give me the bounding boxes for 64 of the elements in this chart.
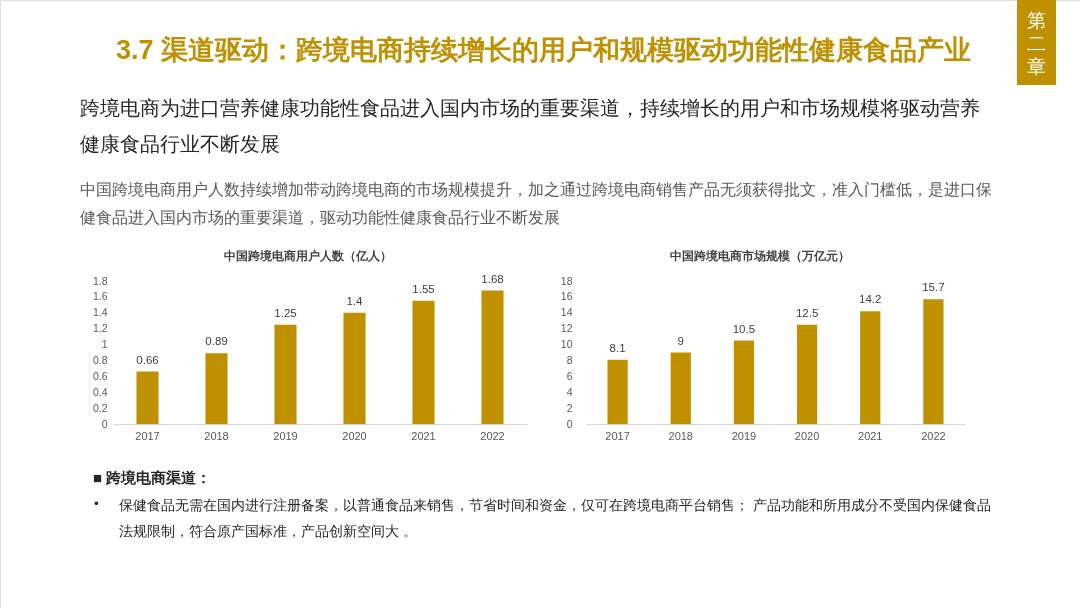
bar — [923, 299, 944, 424]
x-tick-label: 2017 — [135, 429, 160, 442]
text: 3.7 渠道驱动：跨境电商持续增长的用户和规模驱动功能性健康食品产业 — [116, 35, 972, 65]
y-tick-label: 18 — [560, 274, 573, 287]
bar — [481, 290, 504, 424]
x-tick-label: 2022 — [480, 429, 505, 442]
data-label: 1.55 — [412, 282, 435, 295]
chart-title: 中国跨境电商市场规模（万亿元） — [670, 249, 850, 263]
data-label: 0.89 — [205, 335, 228, 348]
data-label: 12.5 — [795, 306, 819, 319]
y-tick-label: 0.6 — [92, 369, 108, 382]
y-tick-label: 1.6 — [92, 290, 108, 303]
x-tick-label: 2020 — [794, 429, 820, 442]
x-tick-label: 2018 — [668, 429, 693, 442]
bar — [343, 312, 366, 424]
y-tick-label: 8 — [566, 353, 573, 366]
y-tick-label: 1.4 — [92, 306, 108, 319]
bar — [860, 311, 881, 424]
y-tick-label: 0.2 — [92, 401, 108, 414]
data-label: 8.1 — [609, 341, 626, 354]
text: ■ 跨境电商渠道： — [93, 469, 212, 486]
data-label: 9 — [677, 334, 684, 347]
text: 跨境电商为进口营养健康功能性食品进入国内市场的重要渠道，持续增长的用户和市场规模将驱动营养健康食品行业不断发展 — [80, 97, 980, 155]
y-tick-label: 1 — [101, 338, 108, 351]
x-tick-label: 2020 — [342, 429, 367, 442]
y-tick-label: 1.2 — [92, 322, 108, 335]
bar — [274, 324, 297, 424]
data-label: 0.66 — [136, 353, 159, 366]
data-label: 15.7 — [922, 281, 945, 294]
y-tick-label: 6 — [566, 369, 573, 382]
x-tick-label: 2019 — [731, 429, 757, 442]
y-tick-label: 10 — [560, 338, 573, 351]
data-label: 14.2 — [859, 293, 882, 306]
y-tick-label: 4 — [566, 385, 573, 398]
bar — [670, 352, 691, 424]
data-label: 1.25 — [274, 306, 297, 319]
y-tick-label: 12 — [560, 322, 573, 335]
y-tick-label: 16 — [560, 290, 573, 303]
text: 第二章 — [1027, 10, 1046, 78]
bar — [205, 353, 228, 424]
data-label: 1.68 — [481, 272, 504, 285]
chart-title: 中国跨境电商用户人数（亿人） — [224, 249, 392, 263]
bar — [607, 359, 628, 424]
x-tick-label: 2022 — [921, 429, 946, 442]
bar — [733, 340, 755, 424]
y-tick-label: 0.8 — [92, 353, 108, 366]
bar — [796, 324, 818, 424]
x-tick-label: 2018 — [204, 429, 229, 442]
bar — [136, 371, 159, 424]
y-tick-label: 0.4 — [92, 385, 108, 398]
y-tick-label: 2 — [566, 401, 573, 414]
data-label: 1.4 — [346, 294, 364, 307]
y-tick-label: 0 — [566, 417, 573, 430]
y-tick-label: 0 — [101, 417, 108, 430]
data-label: 10.5 — [732, 322, 756, 335]
bar — [412, 300, 435, 424]
x-tick-label: 2021 — [858, 429, 883, 442]
text: 中国跨境电商用户人数持续增加带动跨境电商的市场规模提升，加之通过跨境电商销售产品无须获得批文，准入门槛低，是进口保健食品进入国内市场的重要渠道，驱动功能性健康食品行业不断发展 — [80, 180, 992, 226]
text: • 保健食品无需在国内进行注册备案，以普通食品来销售，节省时间和资金，仅可在跨境电商平台销售； 产品功能和所用成分不受国内保健食品法规限制，符合原产国标准，产品创新空间大 。 — [94, 496, 991, 539]
y-tick-label: 1.8 — [92, 274, 108, 287]
x-tick-label: 2021 — [411, 429, 436, 442]
x-tick-label: 2019 — [273, 429, 298, 442]
y-tick-label: 14 — [560, 306, 573, 319]
x-tick-label: 2017 — [605, 429, 630, 442]
